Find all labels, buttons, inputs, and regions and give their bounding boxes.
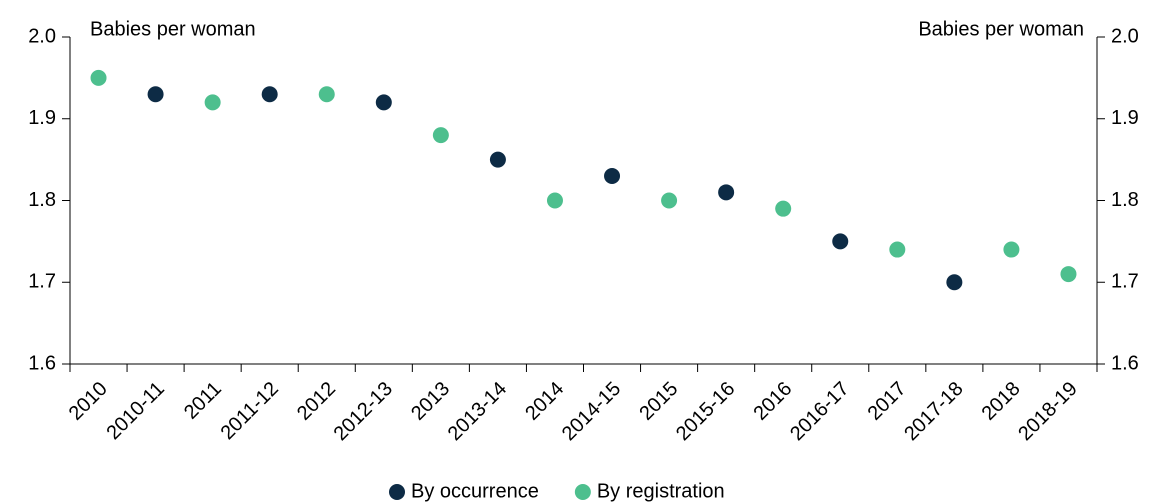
point bbox=[318, 86, 335, 103]
point bbox=[889, 241, 906, 258]
point bbox=[1060, 266, 1077, 283]
y2-tick-label: 1.9 bbox=[1111, 107, 1139, 129]
y-tick-label: 1.8 bbox=[28, 189, 56, 211]
point bbox=[946, 274, 963, 291]
point bbox=[261, 86, 278, 103]
y2-tick-label: 1.8 bbox=[1111, 189, 1139, 211]
point bbox=[546, 192, 563, 209]
point bbox=[604, 167, 621, 184]
x-tick-label: 2015-16 bbox=[672, 378, 739, 445]
point bbox=[718, 184, 735, 201]
y-tick-label: 1.6 bbox=[28, 352, 56, 374]
x-tick-label: 2012-13 bbox=[330, 378, 397, 445]
x-tick-label: 2011 bbox=[180, 378, 226, 424]
x-tick-label: 2015 bbox=[635, 378, 682, 425]
legend-label: By registration bbox=[597, 480, 725, 502]
y-axis-title: Babies per woman bbox=[90, 18, 256, 40]
point bbox=[489, 151, 506, 168]
x-tick-label: 2017-18 bbox=[900, 378, 967, 445]
y-tick-label: 2.0 bbox=[28, 25, 56, 47]
x-tick-label: 2010-11 bbox=[102, 378, 168, 444]
point bbox=[432, 127, 449, 144]
x-tick-label: 2013-14 bbox=[444, 378, 511, 445]
x-tick-label: 2018-19 bbox=[1014, 378, 1081, 445]
x-tick-label: 2016-17 bbox=[786, 378, 853, 445]
legend-marker bbox=[389, 484, 405, 500]
x-tick-label: 2011-12 bbox=[217, 378, 283, 444]
x-tick-label: 2014 bbox=[521, 378, 568, 425]
point bbox=[1003, 241, 1020, 258]
legend-label: By occurrence bbox=[411, 480, 539, 502]
x-tick-label: 2018 bbox=[978, 378, 1025, 425]
y2-tick-label: 1.7 bbox=[1111, 271, 1139, 293]
x-tick-label: 2013 bbox=[407, 378, 454, 425]
point bbox=[375, 94, 392, 111]
point bbox=[832, 233, 849, 250]
legend-marker bbox=[574, 484, 591, 500]
x-tick-label: 2010 bbox=[65, 378, 112, 425]
x-tick-label: 2012 bbox=[293, 378, 340, 425]
point bbox=[147, 86, 164, 103]
point bbox=[204, 94, 221, 111]
y2-tick-label: 1.6 bbox=[1111, 352, 1139, 374]
y2-axis-title: Babies per woman bbox=[918, 18, 1084, 40]
x-tick-label: 2017 bbox=[864, 378, 911, 425]
point bbox=[775, 200, 792, 217]
point bbox=[90, 69, 107, 86]
y-tick-label: 1.9 bbox=[28, 107, 56, 129]
point bbox=[661, 192, 678, 209]
x-tick-label: 2016 bbox=[749, 378, 796, 425]
x-tick-label: 2014-15 bbox=[558, 378, 625, 445]
y-tick-label: 1.7 bbox=[28, 271, 56, 293]
y2-tick-label: 2.0 bbox=[1111, 25, 1139, 47]
